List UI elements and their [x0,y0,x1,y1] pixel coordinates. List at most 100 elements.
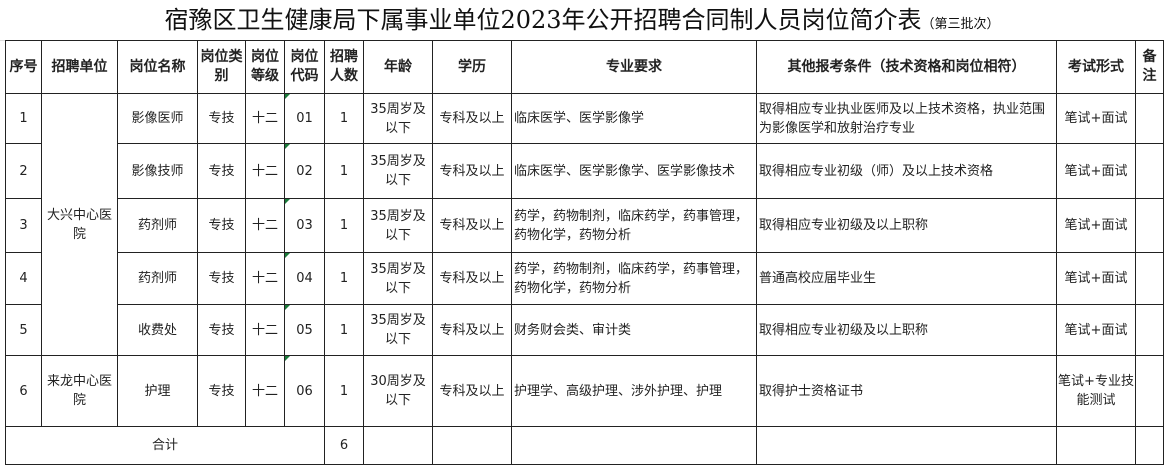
header-cell: 招聘人数 [324,40,364,94]
subtitle-text: （第三批次） [921,17,1000,32]
age-cell: 35周岁及以下 [363,143,433,199]
age-cell: 35周岁及以下 [363,304,433,356]
title-text: 宿豫区卫生健康局下属事业单位2023年公开招聘合同制人员岗位简介表 [164,6,922,34]
header-cell: 岗位等级 [245,40,285,94]
age-cell: 35周岁及以下 [363,198,433,253]
unit-cell: 来龙中心医院 [41,355,118,427]
table-row: 2 影像技师 专技 十二 02 1 35周岁及以下 专科及以上 临床医学、医学影像学、医学影像技… [5,143,1164,199]
no-cell: 4 [5,252,42,305]
name-cell: 收费处 [117,304,198,356]
table-row: 5 收费处 专技 十二 05 1 35周岁及以下 专科及以上 财务财会类、审计类 取得相应专业初级… [5,304,1164,356]
header-cell: 年龄 [363,40,433,94]
note-cell [1135,252,1164,305]
major-cell: 临床医学、医学影像学 [511,93,757,144]
count-cell: 1 [324,304,364,356]
no-cell: 3 [5,198,42,253]
header-cell: 考试形式 [1056,40,1136,94]
positions-table: 序号 招聘单位 岗位名称 岗位类别 岗位等级 岗位代码 招聘人数 年龄 学历 专… [5,40,1164,465]
header-row: 序号 招聘单位 岗位名称 岗位类别 岗位等级 岗位代码 招聘人数 年龄 学历 专… [5,40,1164,94]
count-cell: 1 [324,143,364,199]
level-cell: 十二 [245,198,285,253]
note-cell [1135,198,1164,253]
age-cell: 35周岁及以下 [363,93,433,144]
type-cell: 专技 [197,355,246,427]
table-row: 3 药剂师 专技 十二 03 1 35周岁及以下 专科及以上 药学，药物制剂，临床药学，药事管理… [5,198,1164,253]
note-cell [1135,355,1164,427]
other-cell: 取得相应专业执业医师及以上技术资格，执业范围为影像医学和放射治疗专业 [756,93,1057,144]
exam-cell: 笔试+面试 [1056,143,1136,199]
edu-cell: 专科及以上 [432,143,512,199]
type-cell: 专技 [197,93,246,144]
no-cell: 6 [5,355,42,427]
table-row: 6 来龙中心医院 护理 专技 十二 06 1 30周岁及以下 专科及以上 护理学、高级护理、涉外护… [5,355,1164,427]
code-cell: 05 [284,304,325,356]
code-cell: 04 [284,252,325,305]
header-cell: 岗位名称 [117,40,198,94]
header-cell: 岗位类别 [197,40,246,94]
exam-cell: 笔试+专业技能测试 [1056,355,1136,427]
other-cell: 取得相应专业初级及以上职称 [756,198,1057,253]
type-cell: 专技 [197,304,246,356]
unit-cell: 大兴中心医院 [41,93,118,356]
no-cell: 1 [5,93,42,144]
type-cell: 专技 [197,143,246,199]
note-cell [1135,143,1164,199]
note-cell [1135,304,1164,356]
level-cell: 十二 [245,143,285,199]
name-cell: 药剂师 [117,252,198,305]
age-cell: 30周岁及以下 [363,355,433,427]
exam-cell: 笔试+面试 [1056,93,1136,144]
table-row: 4 药剂师 专技 十二 04 1 35周岁及以下 专科及以上 药学，药物制剂，临床药学，药事管理… [5,252,1164,305]
header-cell: 备注 [1135,40,1164,94]
total-count: 6 [324,426,364,465]
count-cell: 1 [324,252,364,305]
major-cell: 护理学、高级护理、涉外护理、护理 [511,355,757,427]
header-cell: 序号 [5,40,42,94]
exam-cell: 笔试+面试 [1056,304,1136,356]
level-cell: 十二 [245,252,285,305]
header-cell: 其他报考条件（技术资格和岗位相符） [756,40,1057,94]
major-cell: 药学，药物制剂，临床药学，药事管理，药物化学，药物分析 [511,198,757,253]
exam-cell: 笔试+面试 [1056,198,1136,253]
no-cell: 2 [5,143,42,199]
major-cell: 临床医学、医学影像学、医学影像技术 [511,143,757,199]
page-title: 宿豫区卫生健康局下属事业单位2023年公开招聘合同制人员岗位简介表（第三批次） [0,0,1164,41]
code-cell: 06 [284,355,325,427]
header-cell: 招聘单位 [41,40,118,94]
count-cell: 1 [324,93,364,144]
code-cell: 01 [284,93,325,144]
edu-cell: 专科及以上 [432,355,512,427]
code-cell: 03 [284,198,325,253]
header-cell: 岗位代码 [284,40,325,94]
header-cell: 学历 [432,40,512,94]
other-cell: 普通高校应届毕业生 [756,252,1057,305]
level-cell: 十二 [245,355,285,427]
note-cell [1135,93,1164,144]
edu-cell: 专科及以上 [432,304,512,356]
count-cell: 1 [324,355,364,427]
level-cell: 十二 [245,93,285,144]
age-cell: 35周岁及以下 [363,252,433,305]
exam-cell: 笔试+面试 [1056,252,1136,305]
code-cell: 02 [284,143,325,199]
total-row: 合计 6 [5,426,1164,465]
other-cell: 取得相应专业初级及以上职称 [756,304,1057,356]
major-cell: 财务财会类、审计类 [511,304,757,356]
type-cell: 专技 [197,252,246,305]
name-cell: 护理 [117,355,198,427]
name-cell: 药剂师 [117,198,198,253]
edu-cell: 专科及以上 [432,93,512,144]
level-cell: 十二 [245,304,285,356]
type-cell: 专技 [197,198,246,253]
name-cell: 影像技师 [117,143,198,199]
other-cell: 取得相应专业初级（师）及以上技术资格 [756,143,1057,199]
major-cell: 药学，药物制剂，临床药学，药事管理，药物化学，药物分析 [511,252,757,305]
other-cell: 取得护士资格证书 [756,355,1057,427]
edu-cell: 专科及以上 [432,198,512,253]
edu-cell: 专科及以上 [432,252,512,305]
total-label: 合计 [5,426,325,465]
count-cell: 1 [324,198,364,253]
header-cell: 专业要求 [511,40,757,94]
name-cell: 影像医师 [117,93,198,144]
no-cell: 5 [5,304,42,356]
